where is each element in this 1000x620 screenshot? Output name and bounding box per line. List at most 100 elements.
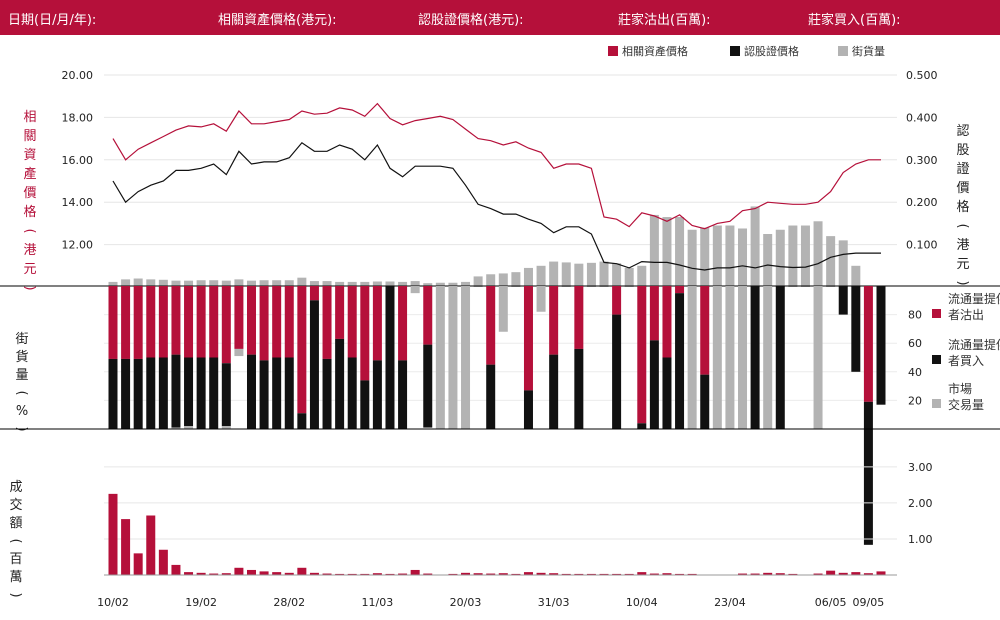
right-tick-label: 0.300 bbox=[906, 154, 938, 167]
header-mm-buy-label: 莊家買入(百萬): bbox=[808, 13, 901, 28]
outstanding-bar bbox=[851, 265, 861, 287]
turnover-bar bbox=[410, 569, 420, 575]
turnover-bar bbox=[851, 572, 861, 575]
turnover-bar bbox=[574, 573, 584, 575]
bottom-tick-label: 1.00 bbox=[908, 533, 933, 546]
mid-legend-swatch bbox=[932, 399, 941, 408]
outstanding-bar bbox=[108, 281, 118, 287]
outstanding-bar bbox=[184, 280, 194, 287]
mm-buy-bar bbox=[246, 354, 256, 429]
mm-sell-bar bbox=[637, 286, 647, 424]
turnover-bar bbox=[322, 573, 332, 575]
turnover-bar bbox=[863, 573, 873, 575]
outstanding-bar bbox=[347, 281, 357, 287]
svg-text:): ) bbox=[22, 285, 37, 290]
svg-text:關: 關 bbox=[23, 129, 36, 144]
mm-sell-bar bbox=[108, 286, 118, 359]
turnover-bar bbox=[624, 573, 634, 575]
outstanding-bar bbox=[586, 262, 596, 287]
market-volume-bar bbox=[461, 286, 471, 429]
turnover-bar bbox=[649, 573, 659, 575]
turnover-bar bbox=[272, 572, 282, 575]
outstanding-bar bbox=[511, 272, 521, 287]
turnover-bar bbox=[246, 569, 256, 575]
svg-text:貨: 貨 bbox=[15, 349, 28, 365]
mm-buy-bar bbox=[335, 338, 345, 429]
market-volume-bar bbox=[725, 286, 735, 429]
outstanding-bar bbox=[360, 281, 370, 287]
mm-buy-bar bbox=[360, 380, 370, 429]
outstanding-bar bbox=[133, 278, 143, 287]
mm-buy-bar bbox=[523, 390, 533, 429]
market-volume-bar bbox=[813, 286, 823, 429]
mm-sell-bar bbox=[347, 286, 357, 358]
turnover-bar bbox=[108, 493, 118, 575]
underlying-price-line bbox=[112, 102, 881, 230]
right-tick-label: 0.400 bbox=[906, 111, 938, 124]
mm-buy-bar bbox=[347, 357, 357, 429]
mm-buy-bar bbox=[309, 300, 319, 429]
turnover-bar bbox=[826, 570, 836, 575]
x-tick-label: 23/04 bbox=[714, 596, 746, 609]
turnover-bar bbox=[511, 573, 521, 575]
outstanding-bar bbox=[763, 234, 773, 287]
mid-legend-label: 流通量提供 bbox=[948, 291, 1000, 306]
turnover-bar bbox=[146, 515, 156, 575]
svg-text:(: ( bbox=[955, 223, 970, 228]
market-volume-bar bbox=[221, 426, 231, 429]
market-volume-bar bbox=[448, 286, 458, 429]
mm-sell-bar bbox=[649, 286, 659, 341]
turnover-bar bbox=[775, 573, 785, 575]
outstanding-bar bbox=[800, 225, 810, 287]
outstanding-bar bbox=[612, 263, 622, 287]
outstanding-bar bbox=[158, 279, 168, 287]
mm-buy-bar bbox=[750, 286, 760, 429]
turnover-bar bbox=[498, 573, 508, 575]
mm-sell-bar bbox=[121, 286, 131, 359]
market-volume-bar bbox=[536, 286, 546, 312]
turnover-bar bbox=[209, 573, 219, 575]
mm-sell-bar bbox=[221, 286, 231, 364]
svg-text:產: 產 bbox=[23, 166, 36, 182]
market-volume-bar bbox=[410, 286, 420, 294]
mm-buy-bar bbox=[851, 286, 861, 372]
turnover-bar bbox=[675, 573, 685, 575]
turnover-bar bbox=[612, 573, 622, 575]
turnover-bar bbox=[335, 573, 345, 575]
mm-buy-bar bbox=[612, 314, 622, 429]
mid-legend-label: 流通量提供 bbox=[948, 337, 1000, 352]
outstanding-bar bbox=[788, 225, 798, 287]
header-warrant-price-label: 認股證價格(港元): bbox=[418, 13, 524, 28]
turnover-bar bbox=[372, 573, 382, 575]
mid-legend-swatch bbox=[932, 309, 941, 318]
turnover-bar bbox=[171, 564, 181, 575]
mm-sell-bar bbox=[272, 286, 282, 358]
mid-legend-label: 市場 bbox=[948, 381, 972, 396]
mm-buy-bar bbox=[700, 374, 710, 429]
x-tick-label: 31/03 bbox=[538, 596, 570, 609]
market-volume-bar bbox=[498, 286, 508, 332]
mm-sell-bar bbox=[246, 286, 256, 355]
mm-buy-bar bbox=[423, 344, 433, 428]
turnover-bar bbox=[121, 519, 131, 575]
mm-buy-bar bbox=[372, 360, 382, 429]
mm-buy-bar bbox=[385, 286, 395, 429]
mm-sell-bar bbox=[234, 286, 244, 349]
mm-sell-bar bbox=[146, 286, 156, 358]
turnover-bar bbox=[738, 573, 748, 575]
left-axis-label: 相關資產價格 (港元) bbox=[22, 110, 37, 291]
market-volume-bar bbox=[763, 286, 773, 429]
outstanding-bar bbox=[284, 280, 294, 287]
outstanding-bar bbox=[234, 279, 244, 287]
mm-sell-bar bbox=[612, 286, 622, 315]
svg-text:交: 交 bbox=[9, 497, 22, 513]
legend-swatch bbox=[730, 46, 740, 56]
outstanding-bar bbox=[246, 280, 256, 287]
x-tick-label: 06/05 bbox=[815, 596, 847, 609]
turnover-bar bbox=[158, 549, 168, 575]
outstanding-bar bbox=[461, 281, 471, 287]
svg-text:股: 股 bbox=[956, 143, 969, 158]
mm-sell-bar bbox=[171, 286, 181, 355]
warrant-chart: 20.00 18.00 16.00 14.00 12.00 0.500 0.400 0.300… bbox=[0, 44, 1000, 609]
mm-sell-bar bbox=[574, 286, 584, 349]
